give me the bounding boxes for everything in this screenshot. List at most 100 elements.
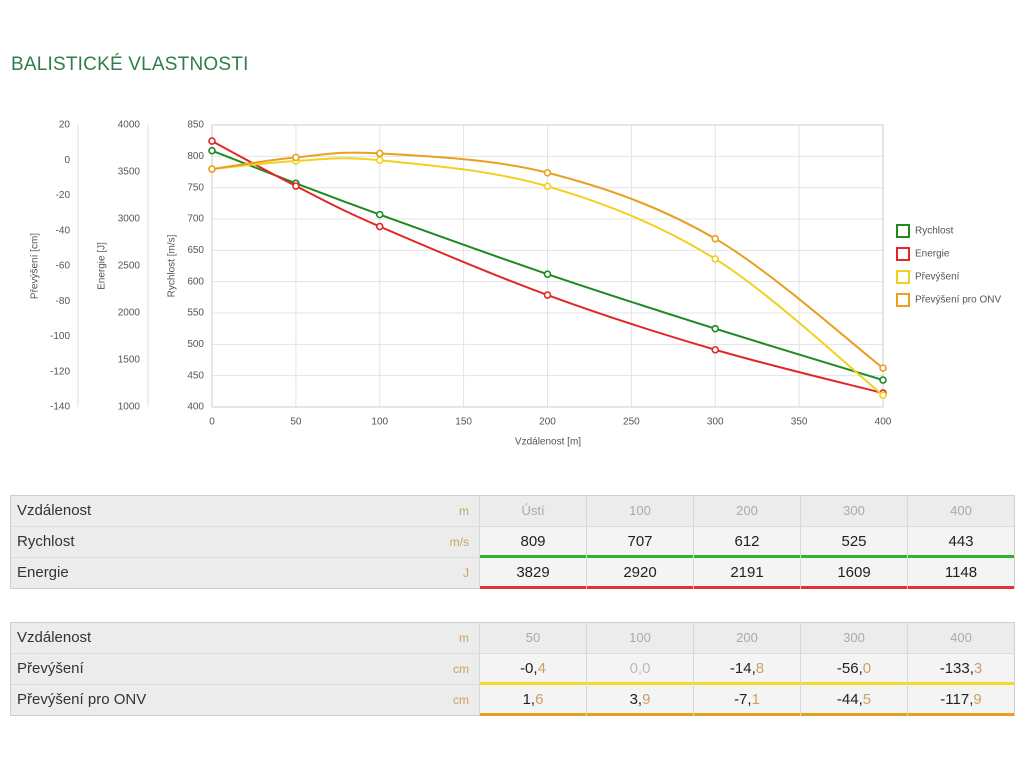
row-color-bar xyxy=(801,555,907,558)
row-unit: cm xyxy=(453,662,469,676)
row-unit: cm xyxy=(453,693,469,707)
table-cell: 612 xyxy=(693,527,800,558)
header-unit: m xyxy=(459,631,469,645)
x-tick-label: 400 xyxy=(875,417,892,428)
data-point xyxy=(208,146,216,155)
row-color-bar xyxy=(694,586,800,589)
y2-tick-label: 3500 xyxy=(118,167,141,178)
data-point xyxy=(208,165,216,173)
legend-swatch xyxy=(896,270,910,284)
table: Vzdálenost m Ústí 100 200 300 400 Rychlost m/s 80… xyxy=(10,495,1015,589)
y-tick-label: 550 xyxy=(187,308,204,319)
table: Vzdálenost m 50 100 200 300 400 Převýšení cm -0,4… xyxy=(10,622,1015,716)
row-color-bar xyxy=(587,586,693,589)
y3-axis-title: Převýšení [cm] xyxy=(30,233,41,299)
data-point xyxy=(375,222,384,231)
row-color-bar xyxy=(587,555,693,558)
x-tick-label: 250 xyxy=(623,417,640,428)
table-row: Energie J 3829 2920 2191 1609 1148 xyxy=(11,558,1014,589)
header-label: Vzdálenost xyxy=(17,629,92,646)
y-tick-label: 850 xyxy=(187,120,204,131)
table-cell: 3829 xyxy=(479,558,586,589)
table-cell: 809 xyxy=(479,527,586,558)
y3-tick-label: 0 xyxy=(64,155,70,166)
row-color-bar xyxy=(480,713,586,716)
header-cell: 50 xyxy=(479,623,586,653)
data-point xyxy=(879,364,887,372)
table-cell: 707 xyxy=(586,527,693,558)
y3-tick-label: -120 xyxy=(50,366,70,377)
table-cell: -117,9 xyxy=(907,685,1014,716)
data-point xyxy=(711,345,720,354)
row-color-bar xyxy=(908,682,1014,685)
table-cell: -56,0 xyxy=(800,654,907,685)
y-tick-label: 600 xyxy=(187,276,204,287)
header-label: Vzdálenost xyxy=(17,502,92,519)
table-cell: 525 xyxy=(800,527,907,558)
row-color-bar xyxy=(694,682,800,685)
y3-tick-label: -100 xyxy=(50,331,70,342)
y-axis-title: Rychlost [m/s] xyxy=(167,234,178,297)
y3-tick-label: -80 xyxy=(56,296,71,307)
row-color-bar xyxy=(480,682,586,685)
data-point xyxy=(543,168,552,177)
row-color-bar xyxy=(480,586,586,589)
legend-label: Rychlost xyxy=(915,226,954,237)
y-tick-label: 800 xyxy=(187,151,204,162)
row-color-bar xyxy=(587,682,693,685)
row-label: Převýšení xyxy=(17,660,84,677)
y-tick-label: 500 xyxy=(187,339,204,350)
y2-tick-label: 2000 xyxy=(118,308,141,319)
row-color-bar xyxy=(694,555,800,558)
row-color-bar xyxy=(801,713,907,716)
row-label: Rychlost xyxy=(17,533,75,550)
data-point xyxy=(879,376,887,384)
x-tick-label: 0 xyxy=(209,417,215,428)
header-cell: 300 xyxy=(800,496,907,526)
y3-tick-label: -40 xyxy=(56,225,71,236)
table-cell: -14,8 xyxy=(693,654,800,685)
table-cell: 3,9 xyxy=(586,685,693,716)
legend-item[interactable]: Převýšení pro ONV xyxy=(896,293,1001,307)
y2-tick-label: 3000 xyxy=(118,214,141,225)
data-point xyxy=(208,137,216,145)
row-color-bar xyxy=(801,682,907,685)
header-cell: Ústí xyxy=(479,496,586,526)
legend-swatch xyxy=(896,247,910,261)
y-tick-label: 700 xyxy=(187,214,204,225)
y3-tick-label: -20 xyxy=(56,190,71,201)
legend-item[interactable]: Převýšení xyxy=(896,270,960,284)
y2-tick-label: 2500 xyxy=(118,261,141,272)
row-label: Energie xyxy=(17,564,69,581)
data-point xyxy=(292,182,300,190)
y-tick-label: 400 xyxy=(187,402,204,413)
legend-item[interactable]: Rychlost xyxy=(896,224,954,238)
table-cell: -0,4 xyxy=(479,654,586,685)
header-cell: 100 xyxy=(586,623,693,653)
y2-axis-title: Energie [J] xyxy=(97,242,108,290)
legend-item[interactable]: Energie xyxy=(896,247,950,261)
row-color-bar xyxy=(908,555,1014,558)
data-point xyxy=(543,182,552,191)
legend-label: Převýšení pro ONV xyxy=(915,295,1001,306)
data-point xyxy=(375,210,384,219)
header-cell: 400 xyxy=(907,496,1014,526)
table-row: Rychlost m/s 809 707 612 525 443 xyxy=(11,527,1014,558)
row-unit: J xyxy=(463,566,469,580)
table-cell: -133,3 xyxy=(907,654,1014,685)
y3-tick-label: -60 xyxy=(56,261,71,272)
data-point xyxy=(375,149,384,158)
y-tick-label: 450 xyxy=(187,370,204,381)
data-point xyxy=(375,156,384,165)
row-color-bar xyxy=(694,713,800,716)
table-cell: 2191 xyxy=(693,558,800,589)
chart: Převýšení [cm] Energie [J] Rychlost [m/s… xyxy=(30,120,1002,448)
row-color-bar xyxy=(480,555,586,558)
table-cell: -44,5 xyxy=(800,685,907,716)
table-cell: 1,6 xyxy=(479,685,586,716)
y-tick-label: 650 xyxy=(187,245,204,256)
table-cell: 0,0 xyxy=(586,654,693,685)
table-cell: 2920 xyxy=(586,558,693,589)
x-tick-label: 350 xyxy=(791,417,808,428)
row-color-bar xyxy=(801,586,907,589)
